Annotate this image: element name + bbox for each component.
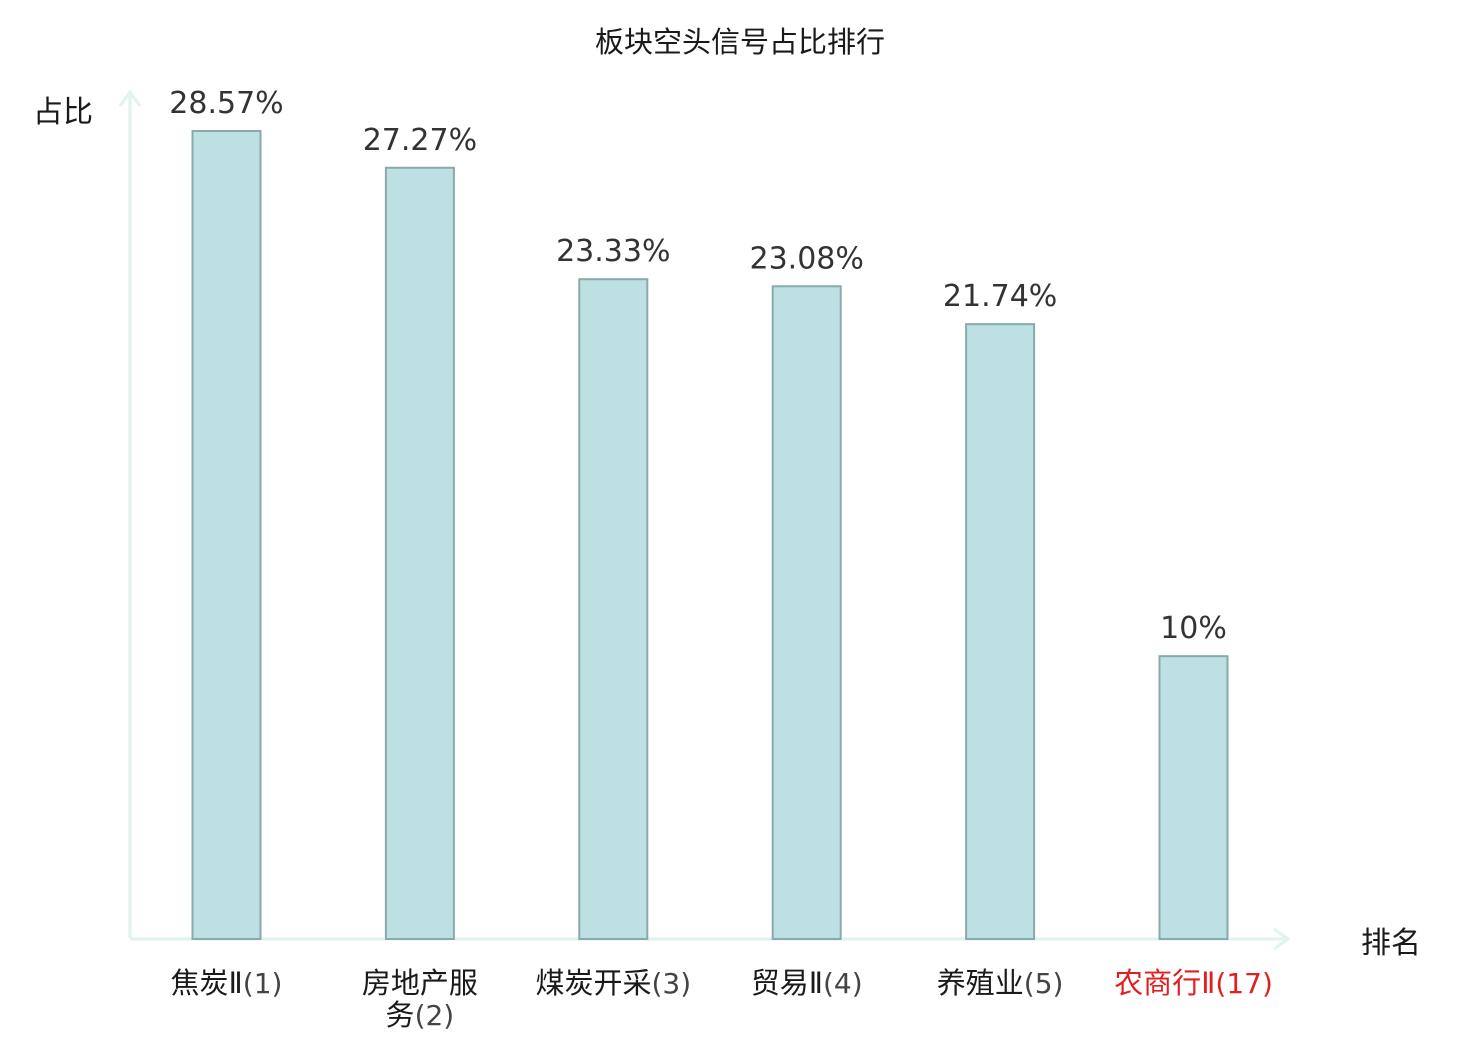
category-label-4: 贸易Ⅱ(4) [751,966,863,1000]
chart-title: 板块空头信号占比排行 [595,25,885,59]
x-axis-label: 排名 [1361,926,1421,961]
category-label-5: 养殖业(5) [937,966,1064,1000]
bar-5 [965,323,1036,940]
value-label-2: 27.27% [363,123,477,158]
value-label-6: 10% [1160,611,1227,646]
value-labels: 28.57% 27.27% 23.33% 23.08% 21.74% 10% [169,86,1227,646]
category-label-6: 农商行Ⅱ(17) [1114,966,1273,1000]
category-label-3: 煤炭开采(3) [535,966,691,1000]
value-label-4: 23.08% [750,241,864,276]
bar-4 [771,285,842,940]
value-label-3: 23.33% [556,234,670,269]
category-label-2-line-2: 务(2) [386,998,455,1032]
bar-1 [191,130,262,940]
category-label-2-line-1: 房地产服 [362,966,478,1000]
value-label-5: 21.74% [943,279,1057,314]
x-axis [130,927,1291,951]
bar-2 [384,166,455,941]
category-label-1: 焦炭Ⅱ(1) [171,966,283,1000]
y-axis-label: 占比 [33,95,93,130]
value-label-1: 28.57% [169,86,283,121]
bar-6 [1158,655,1229,940]
bar-3 [578,278,649,941]
bars [191,130,1229,941]
y-axis [118,89,142,938]
